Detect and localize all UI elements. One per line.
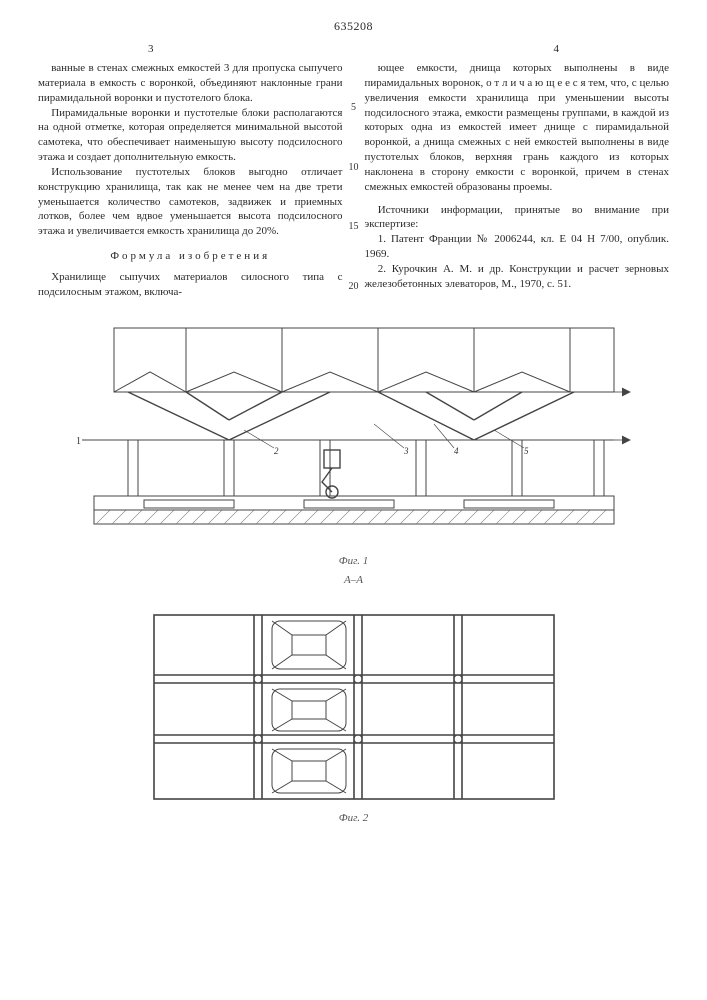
document-number: 635208 [38, 18, 669, 34]
source-item: 1. Патент Франции № 2006244, кл. E 04 H … [365, 232, 670, 262]
svg-text:3: 3 [403, 446, 409, 456]
figure-2-caption: Фиг. 2 [144, 811, 564, 826]
formula-heading: Формула изобретения [38, 249, 343, 264]
section-label: А–А [74, 573, 634, 588]
source-item: 2. Курочкин А. М. и др. Конструкции и ра… [365, 262, 670, 292]
line-number-gutter: 5 10 15 20 [343, 61, 365, 300]
figure-2: Фиг. 2 [144, 607, 564, 826]
line-mark: 20 [349, 280, 359, 294]
sources-heading: Источники информации, принятые во вниман… [365, 203, 670, 233]
svg-text:4: 4 [454, 446, 459, 456]
two-column-text: ванные в стенах смежных емкостей 3 для п… [38, 61, 669, 300]
svg-text:1: 1 [76, 436, 81, 447]
page: 635208 3 4 ванные в стенах смежных емкос… [0, 0, 707, 860]
line-mark: 5 [351, 101, 356, 115]
figure-1-svg: 1 [74, 320, 634, 550]
line-mark: 10 [349, 161, 359, 175]
paragraph: ющее емкости, днища которых выполнены в … [365, 61, 670, 195]
paragraph: ванные в стенах смежных емкостей 3 для п… [38, 61, 343, 106]
line-mark: 15 [349, 220, 359, 234]
svg-text:2: 2 [274, 446, 279, 456]
figure-1-caption: Фиг. 1 [74, 554, 634, 569]
page-numbers-row: 3 4 [38, 42, 669, 57]
figure-2-svg [144, 607, 564, 807]
paragraph: Хранилище сыпучих материалов силосного т… [38, 270, 343, 300]
page-number-left: 3 [148, 42, 154, 57]
left-column: ванные в стенах смежных емкостей 3 для п… [38, 61, 343, 300]
right-column: ющее емкости, днища которых выполнены в … [365, 61, 670, 300]
figure-1: 1 [74, 320, 634, 588]
svg-text:5: 5 [524, 446, 529, 456]
paragraph: Использование пустотелых блоков выгодно … [38, 165, 343, 239]
paragraph: Пирамидальные воронки и пустотелые блоки… [38, 106, 343, 165]
page-number-right: 4 [554, 42, 560, 57]
